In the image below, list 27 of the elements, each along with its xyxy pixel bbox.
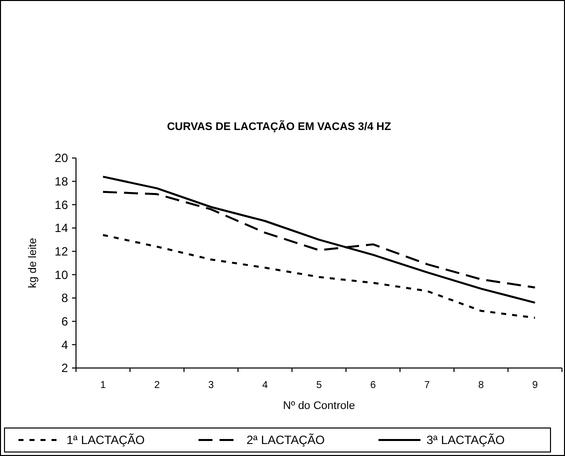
x-tick-label: 1 [100, 380, 106, 391]
y-axis-title: kg de leite [27, 238, 39, 288]
legend-label: 1ª LACTAÇÃO [66, 433, 145, 448]
y-tick-label: 2 [61, 361, 68, 376]
chart-title: CURVAS DE LACTAÇÃO EM VACAS 3/4 HZ [166, 120, 392, 133]
y-tick-label: 4 [61, 338, 68, 352]
legend-label: 2ª LACTAÇÃO [246, 433, 325, 448]
x-axis-title: Nº do Controle [283, 400, 355, 412]
y-tick-label: 18 [54, 174, 68, 189]
line-series [102, 234, 536, 319]
x-tick-label: 9 [532, 380, 538, 391]
x-tick-label: 8 [478, 380, 484, 391]
y-tick-label: 8 [61, 291, 68, 306]
x-tick-label: 7 [424, 380, 430, 391]
y-tick-label: 20 [54, 151, 68, 166]
x-tick-label: 4 [262, 380, 268, 391]
y-tick-label: 14 [54, 221, 68, 236]
x-tick-label: 3 [208, 380, 214, 391]
y-tick-label: 16 [54, 198, 68, 212]
x-tick-label: 6 [370, 380, 376, 391]
y-tick-label: 6 [61, 314, 68, 329]
line-series [102, 176, 536, 304]
y-tick-label: 12 [54, 244, 68, 259]
legend-label: 3ª LACTAÇÃO [426, 433, 505, 448]
x-tick-label: 5 [316, 380, 322, 391]
y-tick-label: 10 [54, 268, 68, 282]
x-tick-label: 2 [154, 380, 160, 391]
